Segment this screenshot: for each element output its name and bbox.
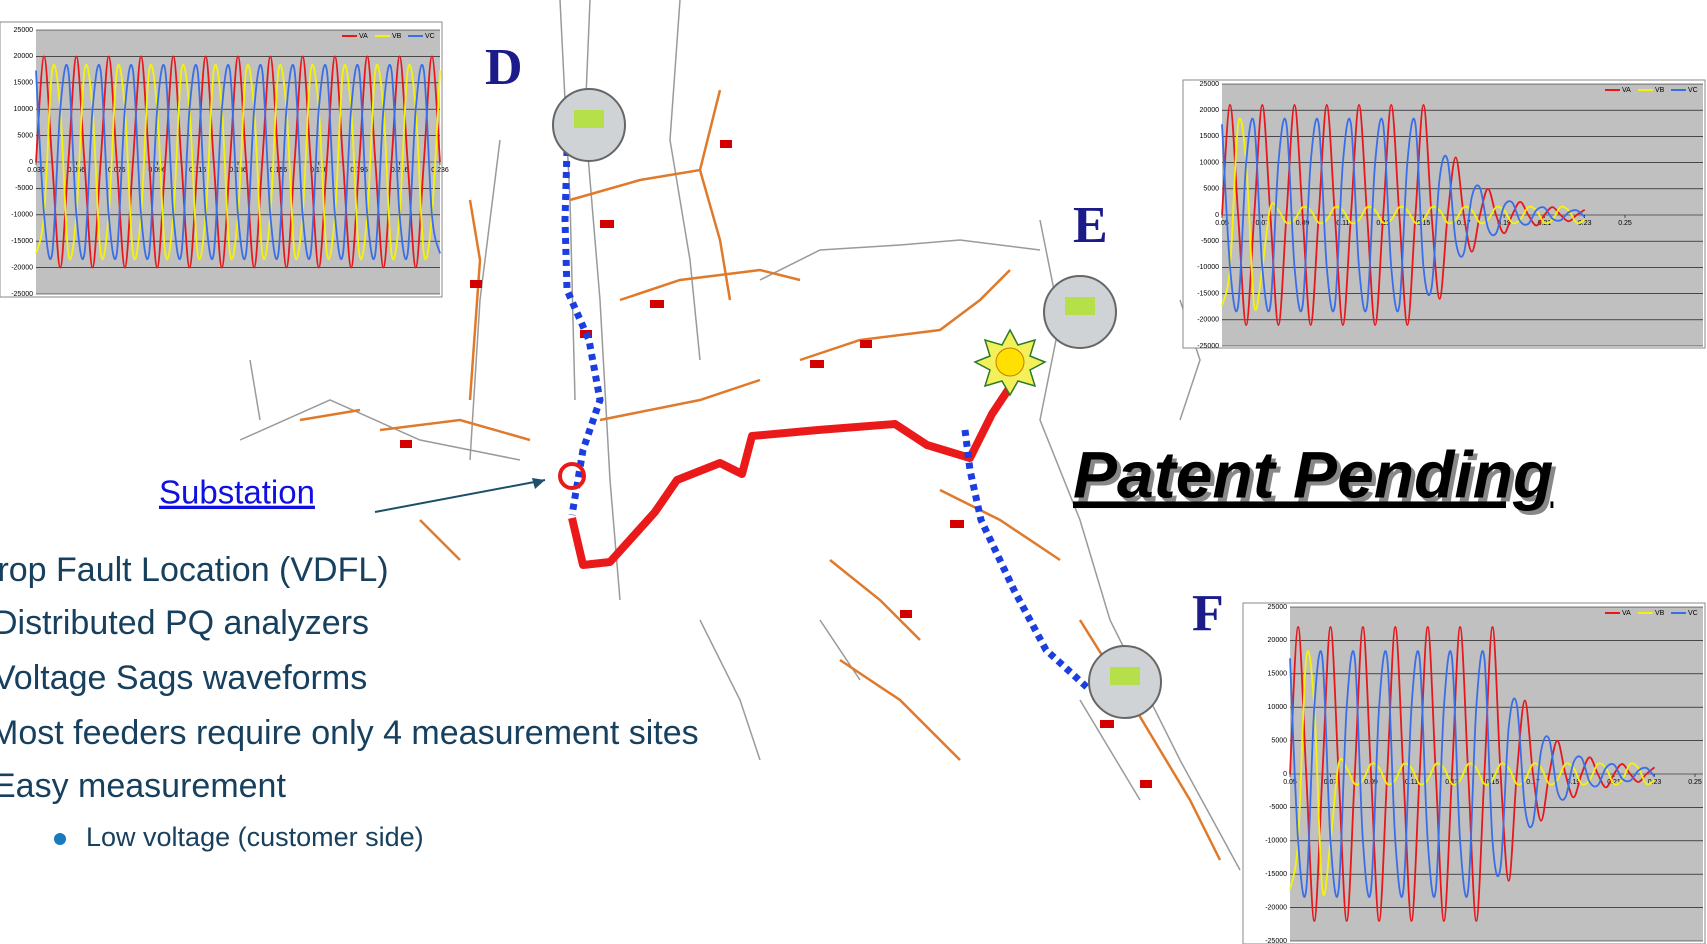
sub-bullet-dot (54, 833, 66, 845)
bullet: Distributed PQ analyzers (0, 604, 369, 642)
y-tick-label: 10000 (14, 106, 34, 113)
y-tick-label: 0 (1215, 212, 1219, 219)
meters (553, 89, 1161, 718)
legend-label: VA (1622, 87, 1631, 94)
waveform-chart: -25000 -20000 -15000 -10000 -5000 0 5000 10000 1… (0, 22, 449, 298)
site-label: F (1192, 585, 1224, 642)
transformers (400, 140, 1152, 788)
y-tick-label: 10000 (1200, 159, 1220, 166)
x-tick-label: 0.096 (148, 167, 166, 174)
legend-label: VB (1655, 610, 1665, 617)
y-tick-label: 10000 (1268, 704, 1288, 711)
y-tick-label: -10000 (1265, 838, 1287, 845)
sub-bullet: Low voltage (customer side) (86, 822, 424, 852)
legend-label: VB (1655, 87, 1665, 94)
y-tick-label: -5000 (15, 185, 33, 192)
y-tick-label: -20000 (1197, 317, 1219, 324)
y-tick-label: 20000 (1200, 107, 1220, 114)
slide: D E F Substation Patent Pending Patent P… (0, 0, 1707, 944)
y-tick-label: 25000 (1200, 81, 1220, 88)
y-tick-label: 15000 (14, 80, 34, 87)
waveform-chart: -25000 -20000 -15000 -10000 -5000 0 5000 10000 1… (1183, 80, 1705, 350)
y-tick-label: -5000 (1201, 238, 1219, 245)
waveform-chart: -25000 -20000 -15000 -10000 -5000 0 5000 10000 1… (1243, 603, 1705, 944)
y-tick-label: 5000 (17, 132, 33, 139)
y-tick-label: -25000 (1197, 343, 1219, 350)
site-label: D (485, 39, 523, 96)
fault-sun (975, 330, 1045, 395)
bullet: Voltage Sags waveforms (0, 659, 367, 697)
legend-label: VC (425, 33, 435, 40)
y-tick-label: -10000 (1197, 264, 1219, 271)
y-tick-label: -15000 (1197, 290, 1219, 297)
legend-label: VC (1688, 610, 1698, 617)
slide-canvas: D E F Substation Patent Pending Patent P… (0, 0, 1707, 944)
y-tick-label: 0 (29, 159, 33, 166)
y-tick-label: -25000 (1265, 938, 1287, 944)
x-tick-label: 0.23 (1648, 779, 1662, 786)
y-tick-label: -15000 (1265, 871, 1287, 878)
x-tick-label: 0.056 (68, 167, 86, 174)
bullet: Voltage Drop Fault Location (VDFL) (0, 551, 389, 589)
x-tick-label: 0.136 (229, 167, 247, 174)
y-tick-label: -20000 (11, 264, 33, 271)
legend-label: VC (1688, 87, 1698, 94)
y-tick-label: 25000 (14, 27, 34, 34)
bullet: Most feeders require only 4 measurement … (0, 714, 699, 752)
y-tick-label: -15000 (11, 238, 33, 245)
y-tick-label: 20000 (14, 53, 34, 60)
y-tick-label: -25000 (11, 291, 33, 298)
y-tick-label: -5000 (1269, 804, 1287, 811)
patent-label: Patent Pending (1073, 437, 1553, 511)
legend-label: VA (359, 33, 368, 40)
x-tick-label: 0.216 (391, 167, 409, 174)
substation-label: Substation (159, 474, 315, 511)
y-tick-label: 25000 (1268, 604, 1288, 611)
x-tick-label: 0.25 (1688, 779, 1702, 786)
legend-label: VB (392, 33, 402, 40)
y-tick-label: 5000 (1271, 737, 1287, 744)
y-tick-label: 20000 (1268, 637, 1288, 644)
path-f (965, 430, 1090, 690)
y-tick-label: 15000 (1268, 671, 1288, 678)
substation-arrow (375, 480, 545, 512)
y-tick-label: 15000 (1200, 133, 1220, 140)
y-tick-label: 0 (1283, 771, 1287, 778)
y-tick-label: -20000 (1265, 904, 1287, 911)
site-label: E (1073, 197, 1108, 254)
legend-label: VA (1622, 610, 1631, 617)
x-tick-label: 0.11 (1336, 220, 1349, 227)
x-tick-label: 0.25 (1618, 220, 1632, 227)
x-tick-label: 0.176 (310, 167, 328, 174)
y-tick-label: -10000 (11, 212, 33, 219)
bullet: Easy measurement (0, 767, 286, 805)
y-tick-label: 5000 (1203, 186, 1219, 193)
